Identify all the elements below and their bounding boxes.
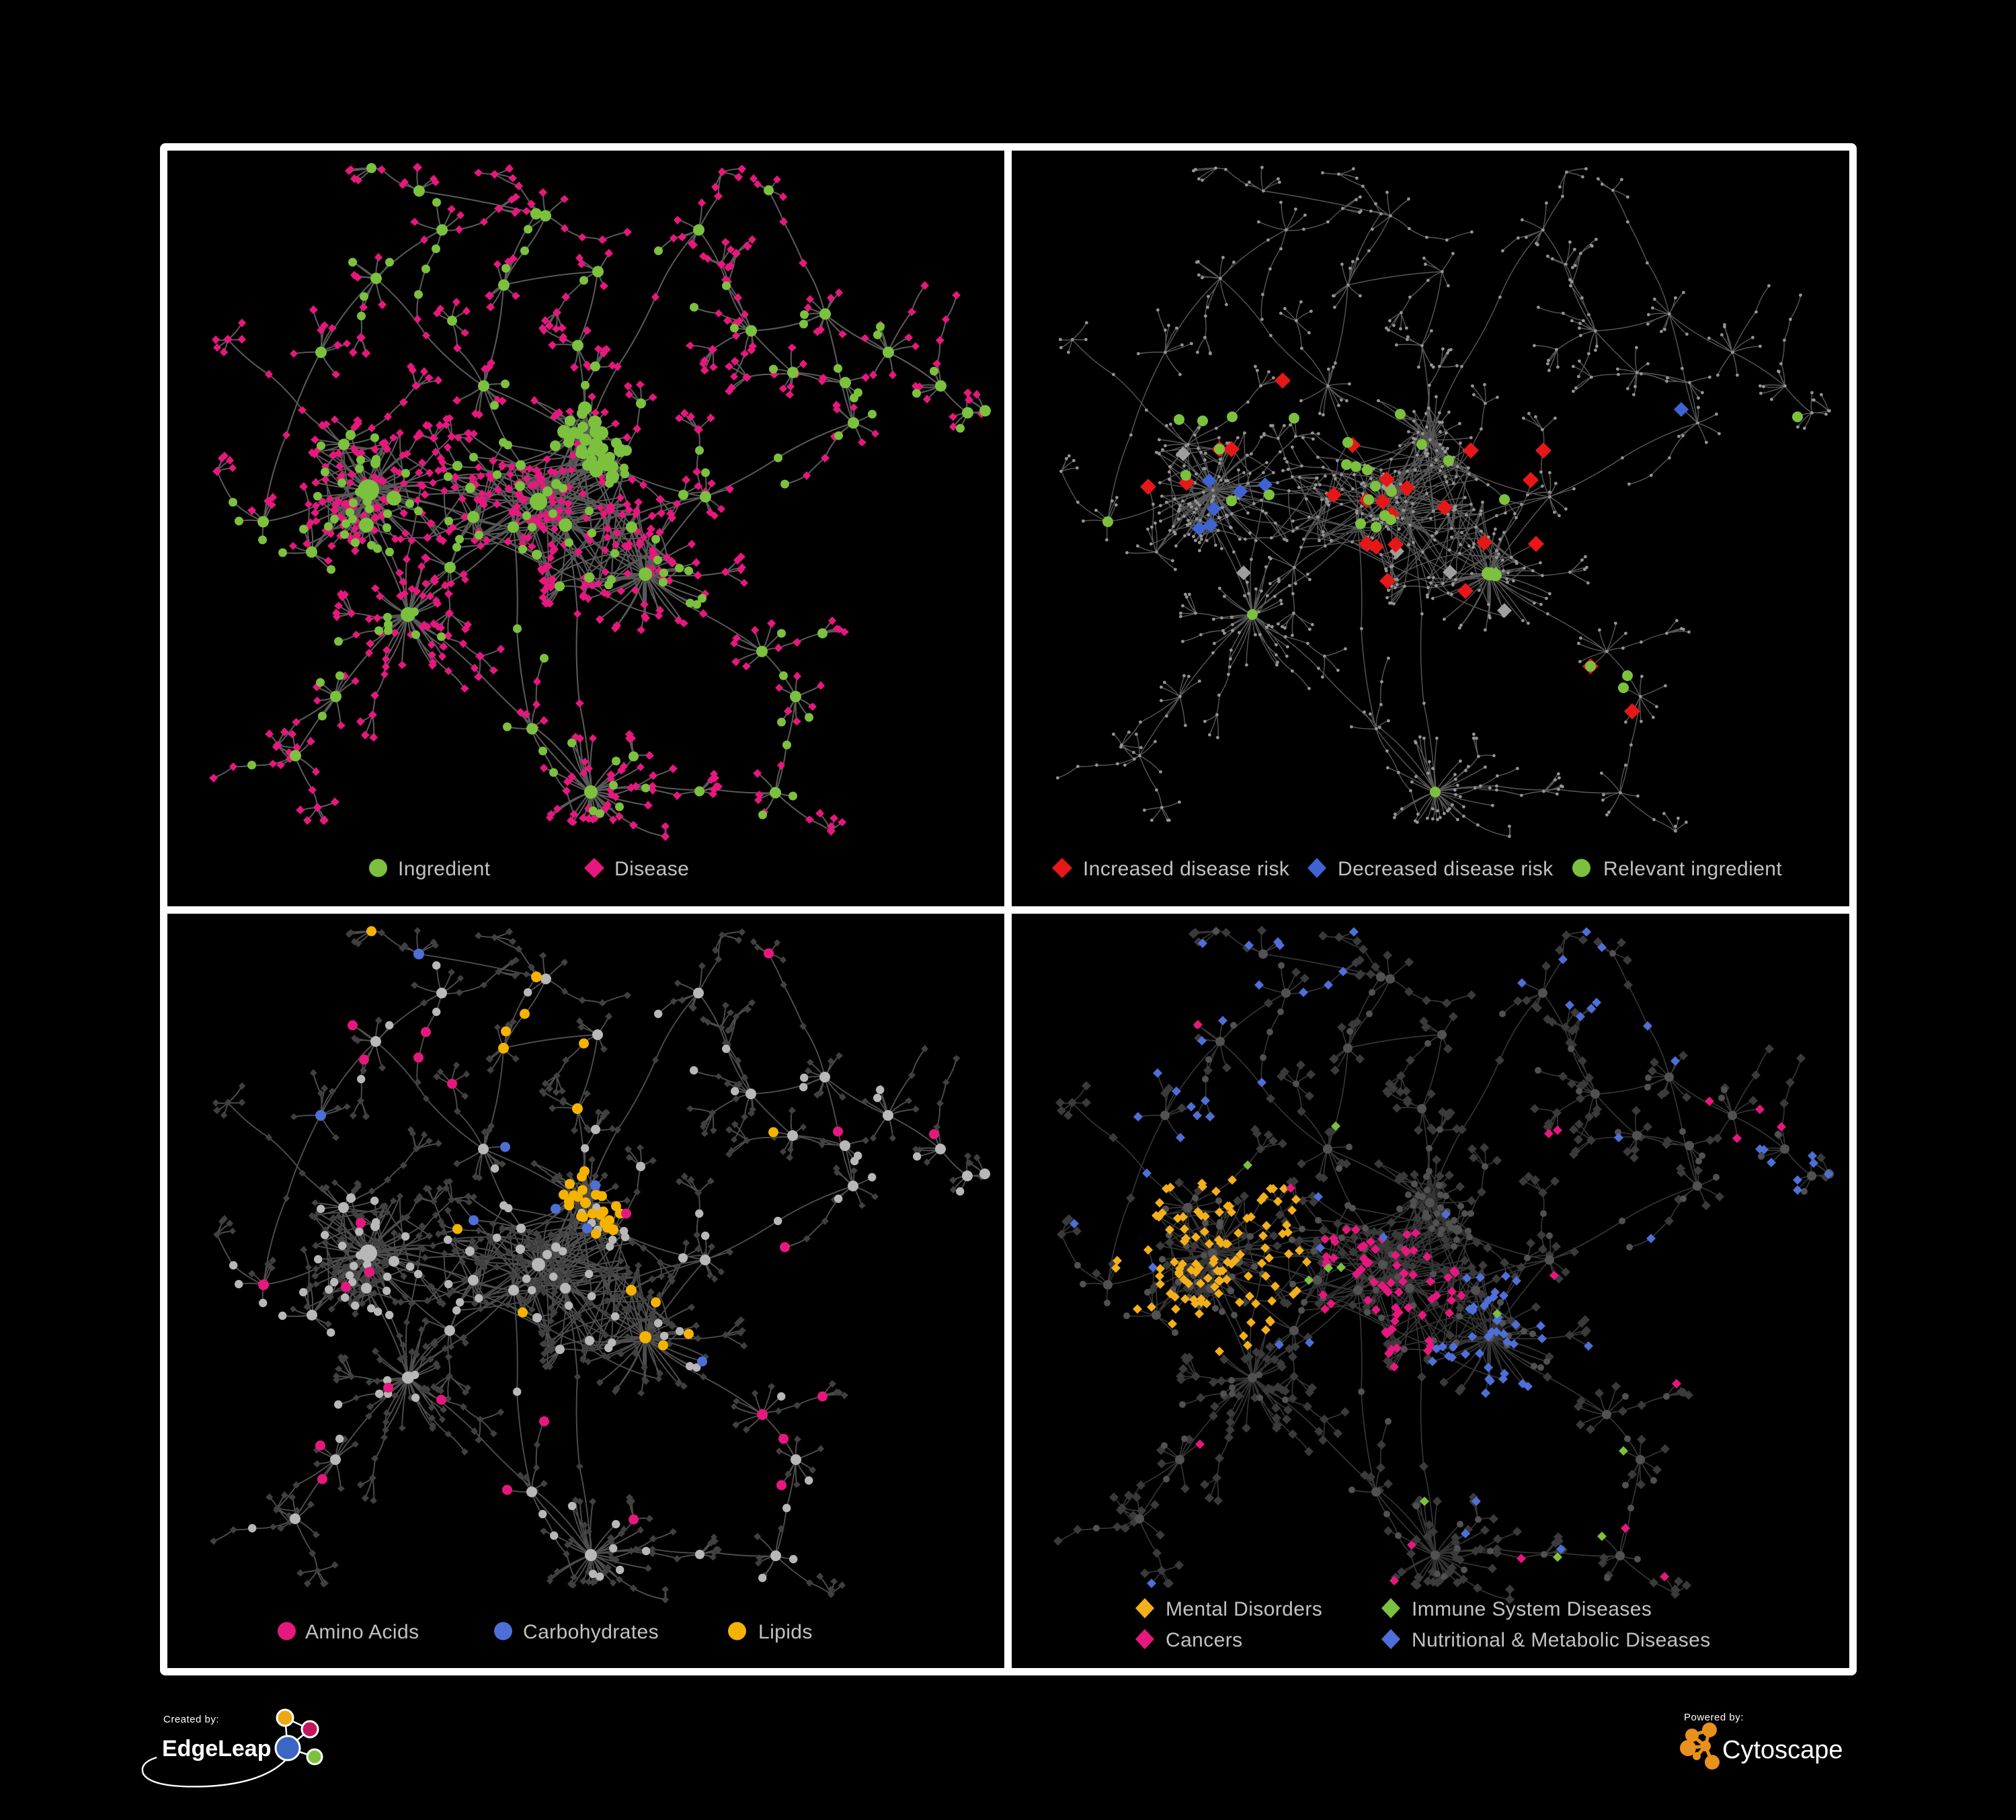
svg-text:Nutritional & Metabolic Diseas: Nutritional & Metabolic Diseases [1412, 1629, 1711, 1651]
svg-text:Decreased disease risk: Decreased disease risk [1338, 858, 1554, 880]
svg-text:Cancers: Cancers [1166, 1629, 1243, 1651]
svg-text:Increased disease risk: Increased disease risk [1083, 858, 1290, 880]
svg-text:Mental Disorders: Mental Disorders [1166, 1598, 1322, 1620]
svg-text:Disease: Disease [614, 858, 689, 880]
svg-text:Powered by:: Powered by: [1684, 1712, 1744, 1723]
svg-text:Immune System Diseases: Immune System Diseases [1412, 1598, 1652, 1620]
svg-text:Created by:: Created by: [163, 1714, 219, 1725]
svg-text:Lipids: Lipids [758, 1621, 813, 1643]
svg-text:EdgeLeap: EdgeLeap [162, 1736, 271, 1762]
svg-text:Ingredient: Ingredient [398, 858, 491, 880]
svg-text:Relevant ingredient: Relevant ingredient [1603, 858, 1782, 880]
svg-text:Amino Acids: Amino Acids [305, 1621, 419, 1643]
svg-text:Carbohydrates: Carbohydrates [523, 1621, 659, 1643]
svg-text:Cytoscape: Cytoscape [1722, 1736, 1843, 1764]
